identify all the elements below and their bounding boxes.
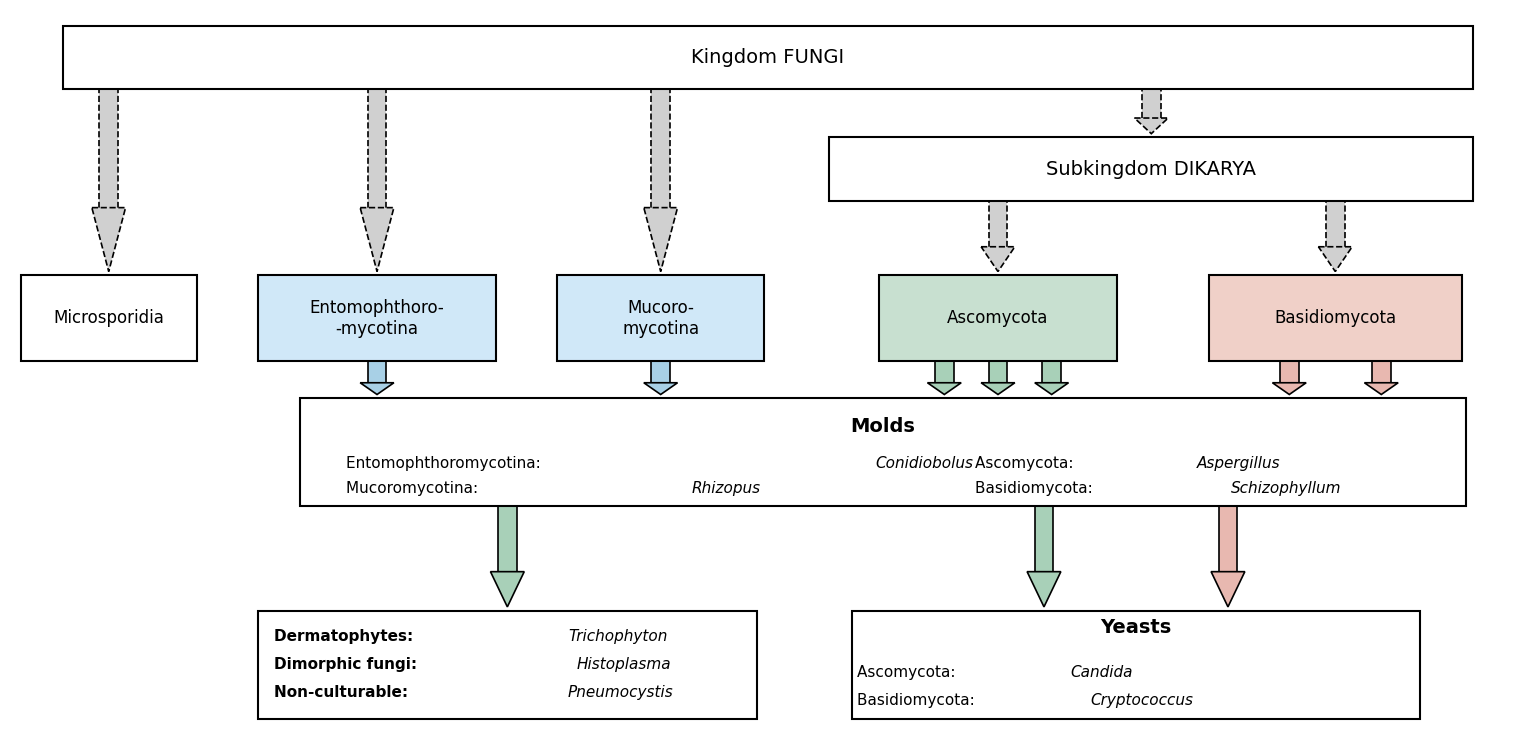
FancyBboxPatch shape	[852, 610, 1419, 719]
Text: Basidiomycota: Basidiomycota	[1275, 309, 1396, 327]
Text: Rhizopus: Rhizopus	[691, 480, 760, 495]
Text: Dermatophytes:: Dermatophytes:	[275, 629, 419, 644]
Text: Microsporidia: Microsporidia	[54, 309, 164, 327]
Polygon shape	[1364, 383, 1398, 394]
FancyBboxPatch shape	[879, 275, 1117, 361]
Text: Conidiobolus: Conidiobolus	[876, 456, 974, 471]
Text: Aspergillus: Aspergillus	[1197, 456, 1281, 471]
FancyBboxPatch shape	[829, 138, 1473, 200]
Text: Ascomycota: Ascomycota	[948, 309, 1049, 327]
FancyBboxPatch shape	[1035, 506, 1054, 571]
FancyBboxPatch shape	[63, 25, 1473, 89]
FancyBboxPatch shape	[367, 361, 387, 383]
Text: Ascomycota:: Ascomycota:	[857, 664, 960, 680]
FancyBboxPatch shape	[498, 506, 516, 571]
Text: Dimorphic fungi:: Dimorphic fungi:	[275, 657, 422, 672]
Polygon shape	[1318, 247, 1352, 272]
FancyBboxPatch shape	[1143, 89, 1161, 118]
Text: Subkingdom DIKARYA: Subkingdom DIKARYA	[1046, 159, 1256, 179]
FancyBboxPatch shape	[935, 361, 954, 383]
Polygon shape	[92, 208, 126, 272]
Text: Kingdom FUNGI: Kingdom FUNGI	[691, 48, 845, 67]
Text: Basidiomycota:: Basidiomycota:	[975, 480, 1098, 495]
Polygon shape	[1028, 571, 1061, 607]
Text: Mucoro-
mycotina: Mucoro- mycotina	[622, 298, 699, 337]
FancyBboxPatch shape	[301, 398, 1465, 506]
FancyBboxPatch shape	[367, 89, 387, 208]
FancyBboxPatch shape	[1326, 200, 1344, 247]
FancyBboxPatch shape	[100, 89, 118, 208]
FancyBboxPatch shape	[1279, 361, 1298, 383]
Text: Basidiomycota:: Basidiomycota:	[857, 693, 980, 708]
Polygon shape	[1210, 571, 1244, 607]
Polygon shape	[1135, 118, 1169, 134]
FancyBboxPatch shape	[258, 275, 496, 361]
Text: Ascomycota:: Ascomycota:	[975, 456, 1078, 471]
Polygon shape	[982, 247, 1015, 272]
FancyBboxPatch shape	[989, 361, 1008, 383]
Polygon shape	[1035, 383, 1069, 394]
FancyBboxPatch shape	[20, 275, 197, 361]
FancyBboxPatch shape	[1209, 275, 1462, 361]
FancyBboxPatch shape	[1218, 506, 1236, 571]
Text: Entomophthoro-
-mycotina: Entomophthoro- -mycotina	[310, 298, 444, 337]
Polygon shape	[644, 208, 677, 272]
Polygon shape	[490, 571, 524, 607]
Text: Trichophyton: Trichophyton	[568, 629, 668, 644]
Text: Pneumocystis: Pneumocystis	[567, 685, 673, 700]
Polygon shape	[982, 383, 1015, 394]
Polygon shape	[928, 383, 962, 394]
Text: Entomophthoromycotina:: Entomophthoromycotina:	[346, 456, 545, 471]
Text: Histoplasma: Histoplasma	[576, 657, 671, 672]
Text: Candida: Candida	[1071, 664, 1132, 680]
Text: Yeasts: Yeasts	[1100, 618, 1172, 637]
Polygon shape	[359, 383, 393, 394]
FancyBboxPatch shape	[651, 89, 670, 208]
Polygon shape	[359, 208, 393, 272]
Text: Non-culturable:: Non-culturable:	[275, 685, 413, 700]
FancyBboxPatch shape	[1043, 361, 1061, 383]
Text: Molds: Molds	[851, 417, 915, 435]
Polygon shape	[1272, 383, 1306, 394]
FancyBboxPatch shape	[989, 200, 1008, 247]
Text: Cryptococcus: Cryptococcus	[1091, 693, 1193, 708]
FancyBboxPatch shape	[258, 610, 757, 719]
Text: Schizophyllum: Schizophyllum	[1230, 480, 1341, 495]
Polygon shape	[644, 383, 677, 394]
FancyBboxPatch shape	[651, 361, 670, 383]
FancyBboxPatch shape	[1372, 361, 1390, 383]
Text: Mucoromycotina:: Mucoromycotina:	[346, 480, 484, 495]
FancyBboxPatch shape	[558, 275, 765, 361]
